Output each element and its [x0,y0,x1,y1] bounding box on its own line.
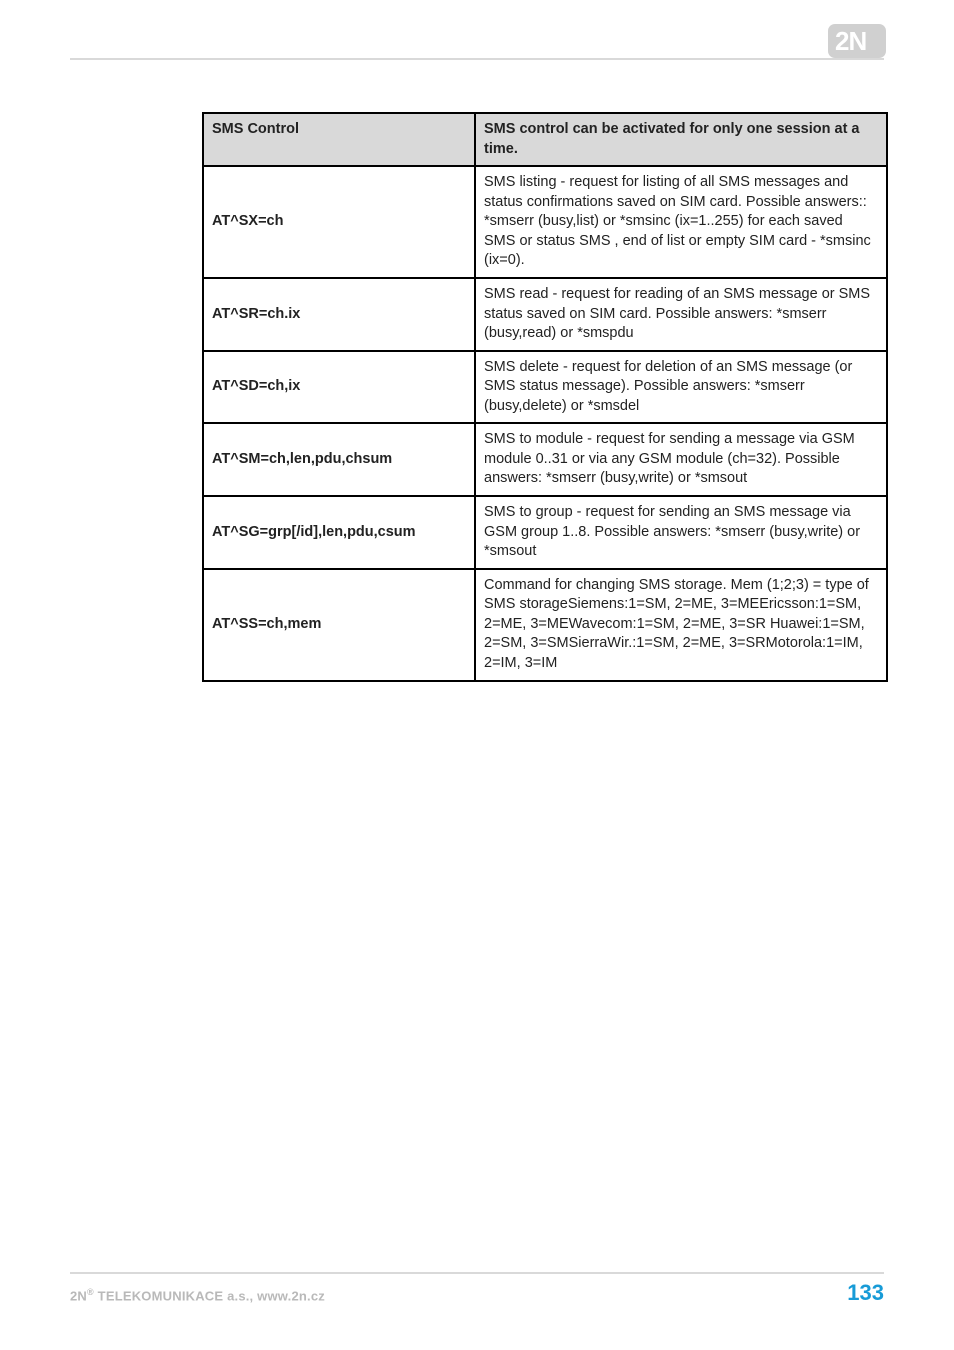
table-row: AT^SG=grp[/id],len,pdu,csumSMS to group … [203,496,887,569]
table-body: AT^SX=chSMS listing - request for listin… [203,166,887,680]
description-cell: SMS to group - request for sending an SM… [475,496,887,569]
table-row: AT^SM=ch,len,pdu,chsumSMS to module - re… [203,423,887,496]
table-row: AT^SS=ch,memCommand for changing SMS sto… [203,569,887,681]
description-cell: SMS read - request for reading of an SMS… [475,278,887,351]
description-cell: SMS listing - request for listing of all… [475,166,887,278]
table-row: AT^SD=ch,ixSMS delete - request for dele… [203,351,887,424]
command-cell: AT^SR=ch.ix [203,278,475,351]
footer-company-rest: TELEKOMUNIKACE a.s., www.2n.cz [94,1288,325,1303]
svg-text:2N: 2N [835,26,866,56]
table-header-row: SMS Control SMS control can be activated… [203,113,887,166]
description-cell: SMS to module - request for sending a me… [475,423,887,496]
header-cell-command: SMS Control [203,113,475,166]
sms-control-table: SMS Control SMS control can be activated… [202,112,886,682]
registered-mark: ® [87,1287,94,1297]
command-cell: AT^SS=ch,mem [203,569,475,681]
command-cell: AT^SD=ch,ix [203,351,475,424]
page-footer: 2N® TELEKOMUNIKACE a.s., www.2n.cz 133 [70,1272,884,1306]
table-row: AT^SR=ch.ixSMS read - request for readin… [203,278,887,351]
description-cell: Command for changing SMS storage. Mem (1… [475,569,887,681]
command-cell: AT^SM=ch,len,pdu,chsum [203,423,475,496]
header-cell-description: SMS control can be activated for only on… [475,113,887,166]
footer-company: 2N® TELEKOMUNIKACE a.s., www.2n.cz [70,1287,325,1303]
footer-company-prefix: 2N [70,1288,87,1303]
header-rule [70,58,884,60]
command-cell: AT^SG=grp[/id],len,pdu,csum [203,496,475,569]
command-cell: AT^SX=ch [203,166,475,278]
brand-logo-2n: 2N [828,24,886,58]
table-row: AT^SX=chSMS listing - request for listin… [203,166,887,278]
description-cell: SMS delete - request for deletion of an … [475,351,887,424]
page-number: 133 [847,1280,884,1306]
